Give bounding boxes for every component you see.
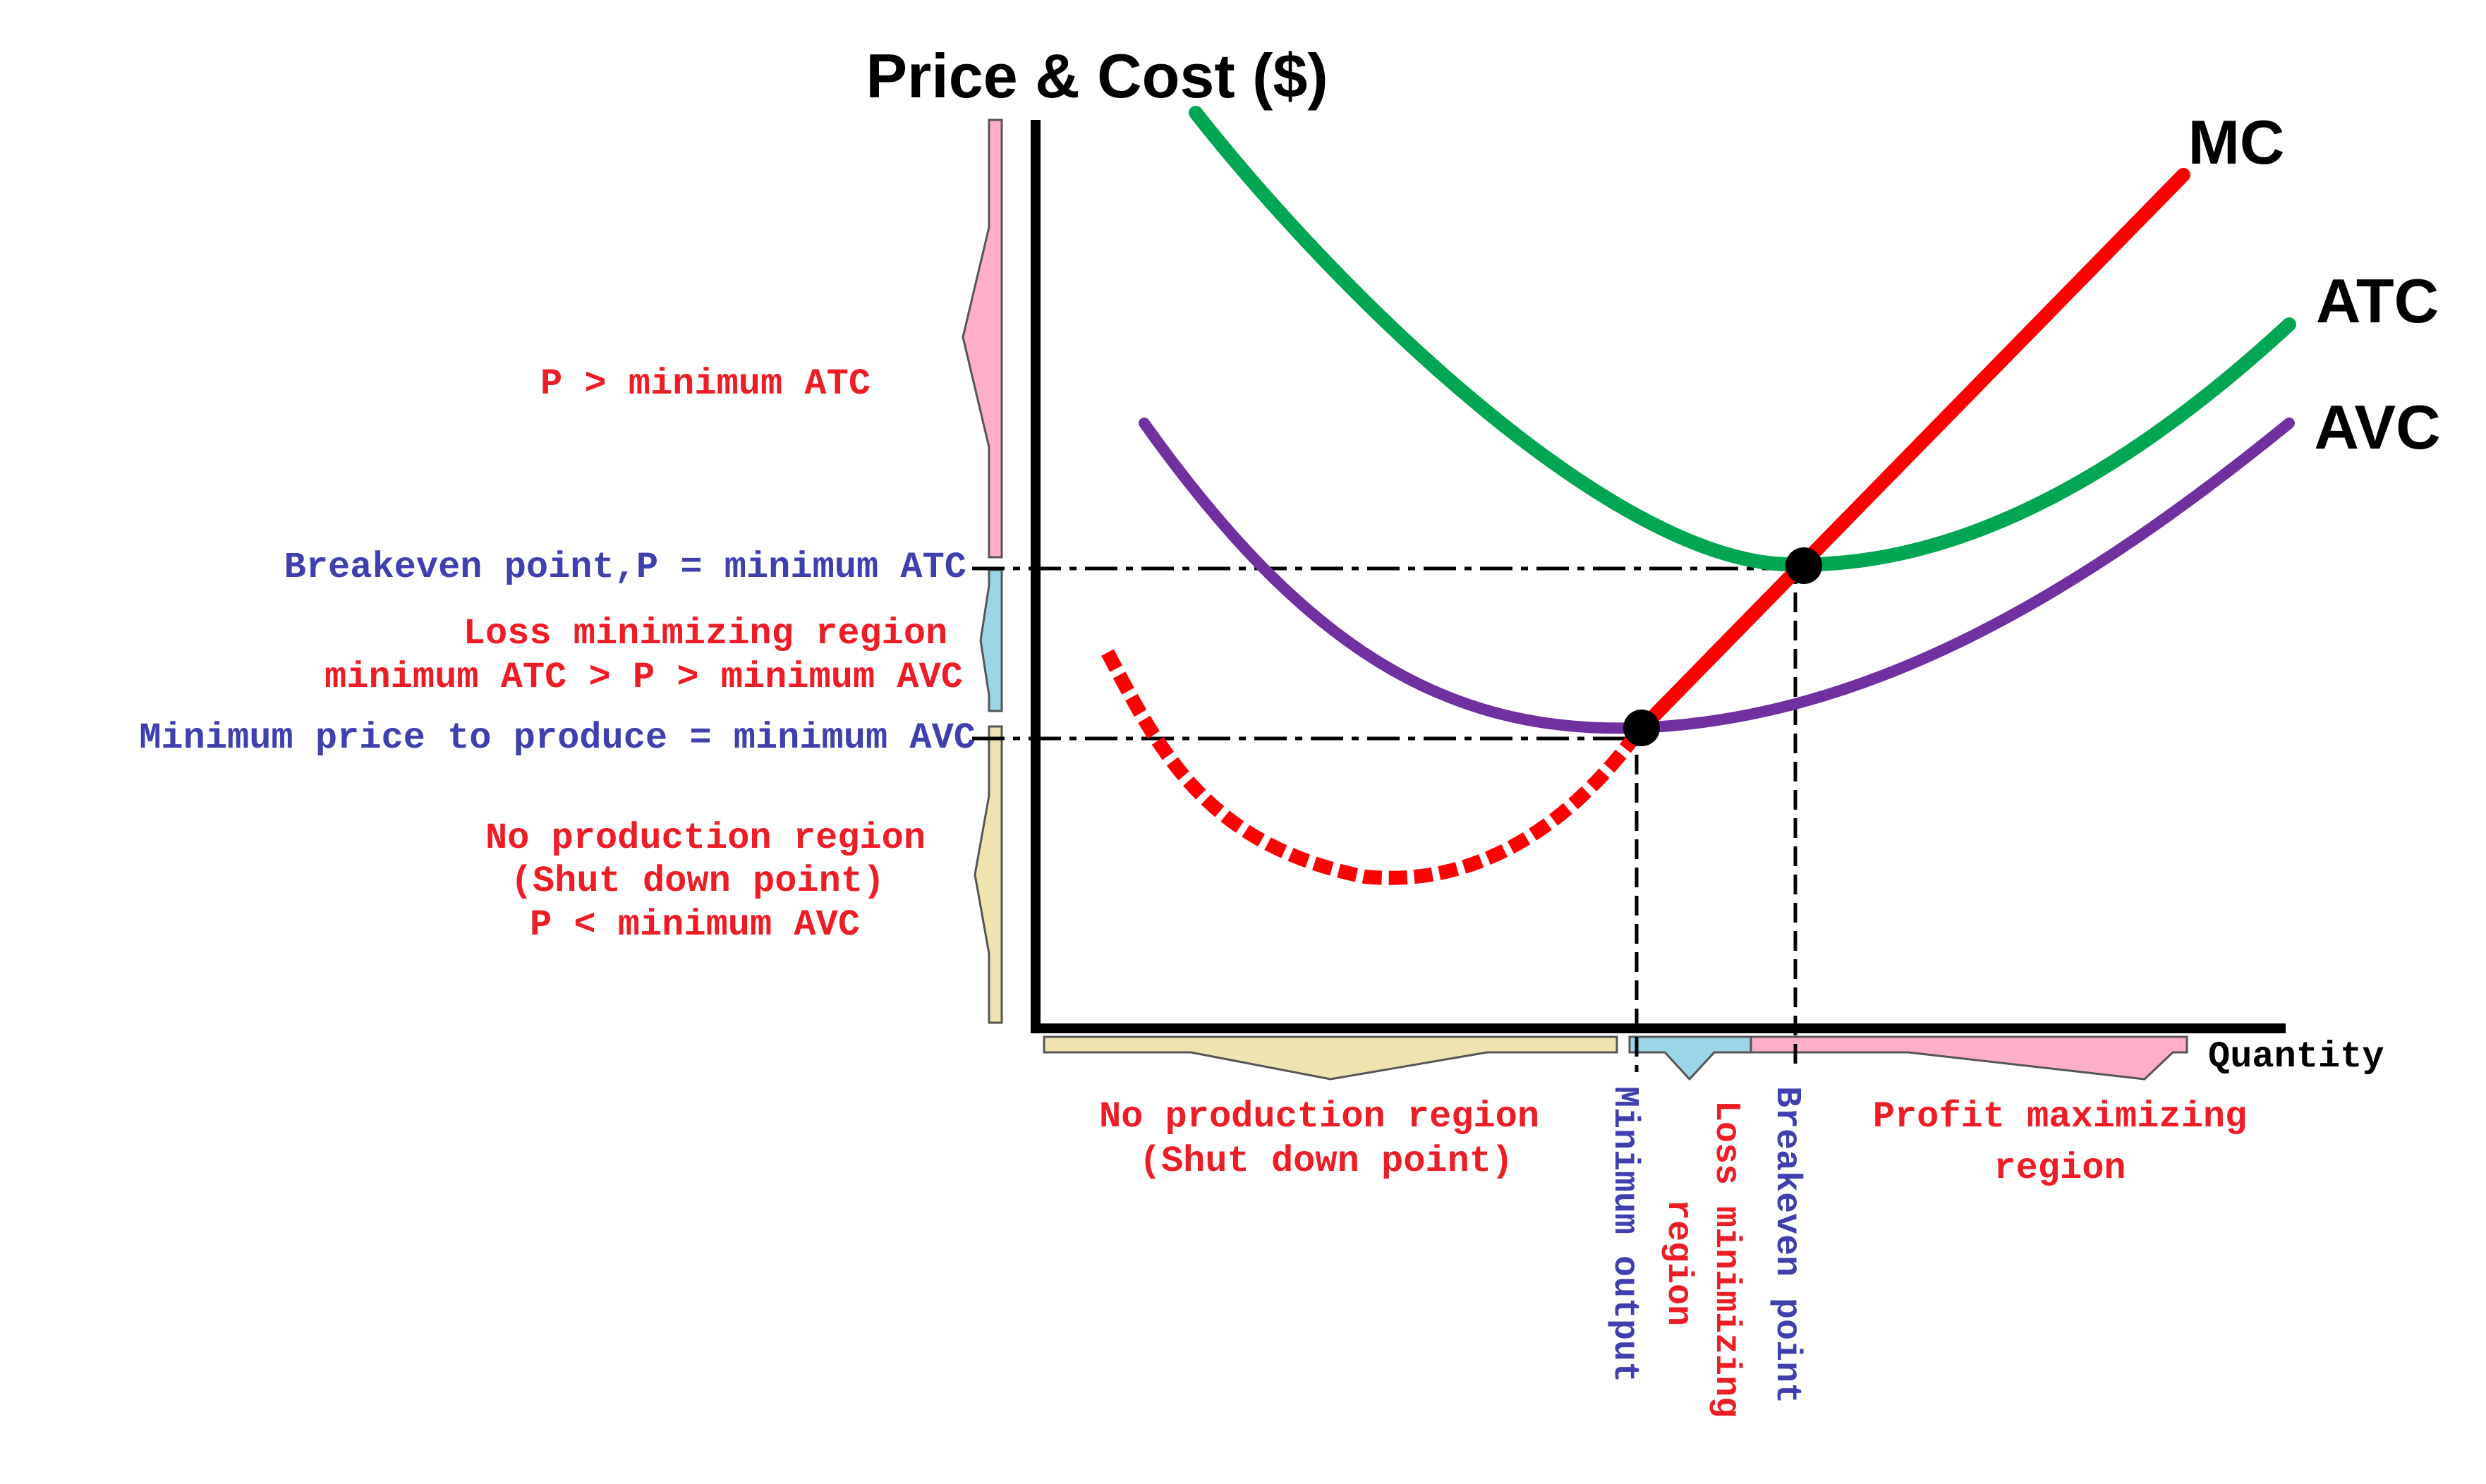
- loss-bottom-label-line1: Loss minimizing: [1706, 1100, 1746, 1418]
- min-avc-point: [1623, 710, 1660, 746]
- noprod-region-arrow-left: [974, 725, 1003, 1024]
- avc-curve: [1139, 418, 2295, 734]
- avc-label: AVC: [2314, 392, 2440, 462]
- mc-curve-solid: [1630, 168, 2190, 741]
- atc-label: ATC: [2316, 266, 2439, 336]
- loss-region-arrow-bottom: [1628, 1035, 1752, 1081]
- breakeven-point: [1785, 547, 1822, 584]
- loss-region-arrow-left: [979, 568, 1003, 712]
- noprod-left-label-line2: (Shut down point): [511, 860, 885, 902]
- noprod-bottom-label-line2: (Shut down point): [1139, 1141, 1514, 1182]
- profit-bottom-label-line1: Profit maximizing: [1873, 1096, 2248, 1138]
- breakeven-price-label: Breakeven point,P = minimum ATC: [284, 547, 966, 588]
- profit-region-label: P > minimum ATC: [540, 363, 871, 405]
- x-axis-label: Quantity: [2208, 1036, 2384, 1078]
- loss-region-label-line2: minimum ATC > P > minimum AVC: [325, 657, 963, 698]
- noprod-left-label-line3: P < minimum AVC: [530, 904, 860, 946]
- breakeven-output-label: Breakeven point: [1766, 1086, 1807, 1404]
- atc-curve: [1189, 106, 2296, 572]
- chart-title: Price & Cost ($): [866, 41, 1328, 111]
- profit-region-arrow-bottom: [1750, 1035, 2188, 1081]
- profit-bottom-label-line2: region: [1994, 1148, 2126, 1189]
- noprod-region-arrow-bottom: [1043, 1035, 1618, 1081]
- min-price-label: Minimum price to produce = minimum AVC: [139, 717, 976, 759]
- noprod-bottom-label-line1: No production region: [1099, 1096, 1539, 1138]
- loss-bottom-label-line2: region: [1658, 1199, 1698, 1326]
- loss-region-label-line1: Loss minimizing region: [463, 613, 948, 655]
- noprod-left-label-line1: No production region: [485, 817, 926, 859]
- min-output-label: Minimum output: [1604, 1086, 1644, 1382]
- mc-curve-dashed: [1101, 649, 1643, 885]
- profit-region-arrow: [962, 118, 1003, 559]
- mc-label: MC: [2188, 107, 2285, 177]
